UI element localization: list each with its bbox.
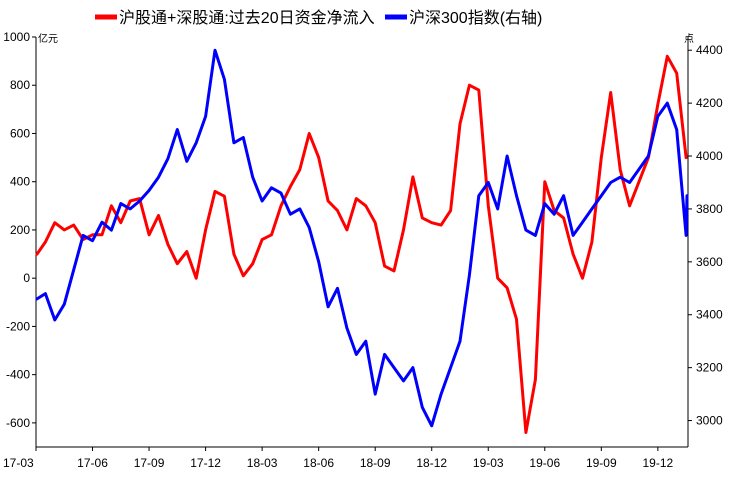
right-tick-label: 4400 (696, 43, 723, 57)
right-tick-label: 4000 (696, 149, 723, 163)
left-tick-label: 0 (23, 271, 30, 285)
x-tick-label: 19-12 (642, 456, 673, 470)
left-tick-label: 1000 (3, 30, 30, 44)
left-tick-label: -400 (6, 368, 30, 382)
left-tick-label: -600 (6, 416, 30, 430)
x-tick-label: 18-09 (360, 456, 391, 470)
right-tick-label: 3200 (696, 361, 723, 375)
left-unit-label: 亿元 (38, 32, 58, 45)
x-tick-label: 18-03 (247, 456, 278, 470)
right-tick-label: 3000 (696, 414, 723, 428)
right-tick-label: 3400 (696, 308, 723, 322)
x-tick-label: 17-09 (134, 456, 165, 470)
x-tick-label: 18-12 (416, 456, 447, 470)
series-line-right-axis (35, 48, 689, 428)
right-tick-label: 3800 (696, 202, 723, 216)
series-line-left-axis (35, 54, 688, 434)
series-layer (35, 48, 689, 434)
right-unit-label: 点 (684, 33, 694, 45)
left-tick-label: 800 (10, 78, 30, 92)
x-tick-label: 19-06 (529, 456, 560, 470)
x-tick-label: 17-12 (190, 456, 221, 470)
right-tick-label: 4200 (696, 96, 723, 110)
x-tick-label: 17-03 (3, 456, 34, 470)
left-tick-label: -200 (6, 319, 30, 333)
left-tick-label: 400 (10, 175, 30, 189)
legend-label: 沪深300指数(右轴) (409, 9, 542, 27)
left-tick-label: 200 (10, 223, 30, 237)
legend-label: 沪股通+深股通:过去20日资金净流入 (119, 9, 375, 27)
right-tick-label: 3600 (696, 255, 723, 269)
x-tick-label: 18-06 (303, 456, 334, 470)
left-tick-label: 600 (10, 126, 30, 140)
legend: 沪股通+深股通:过去20日资金净流入 沪深300指数(右轴) (95, 9, 542, 27)
axes: 1000 800 600 400 200 0 -200 -400 -600 亿元 4400 4200 4… (3, 30, 723, 470)
x-tick-label: 19-09 (586, 456, 617, 470)
x-tick-label: 17-06 (77, 456, 108, 470)
x-tick-label: 19-03 (473, 456, 504, 470)
